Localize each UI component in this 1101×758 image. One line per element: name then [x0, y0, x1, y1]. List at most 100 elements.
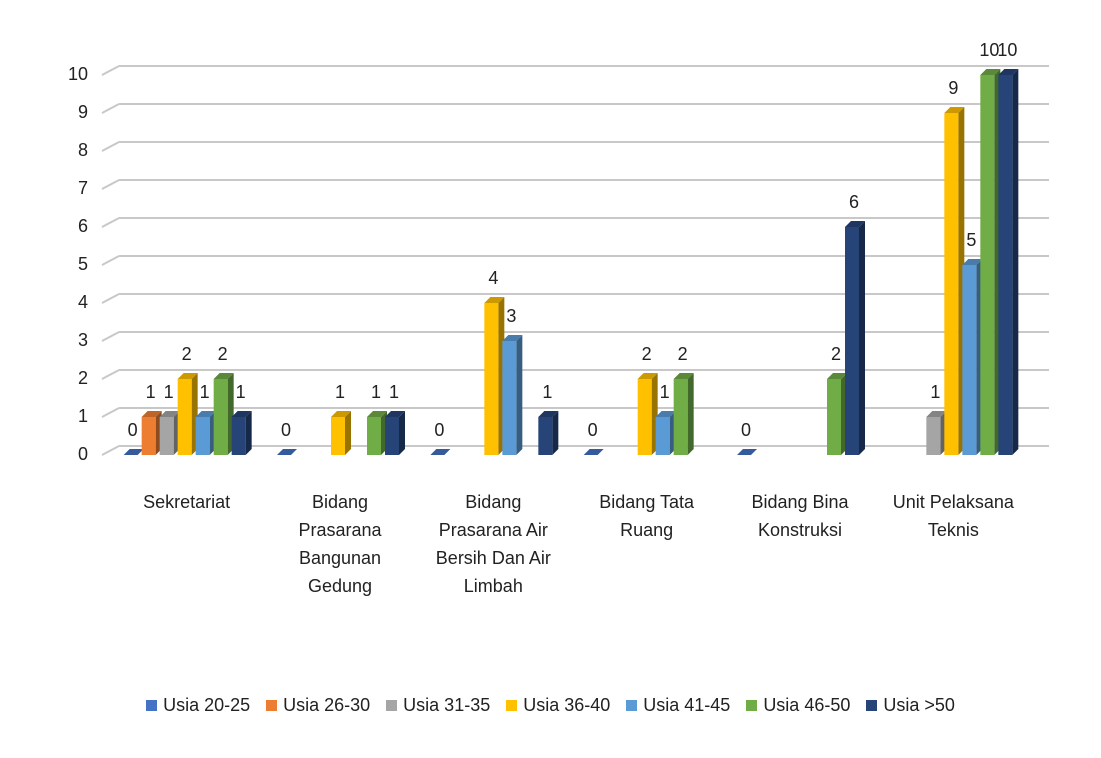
- data-label: 1: [660, 382, 670, 402]
- grid-wall: [101, 141, 120, 152]
- legend-label: Usia 36-40: [523, 695, 611, 715]
- legend-item: Usia 26-30: [266, 695, 370, 716]
- bar: [845, 227, 859, 455]
- data-label: 2: [182, 344, 192, 364]
- bar-top: [430, 449, 451, 455]
- bar-top: [737, 449, 757, 455]
- y-tick-label: 10: [68, 64, 88, 84]
- grid-wall: [101, 179, 120, 190]
- bar: [195, 417, 210, 455]
- x-tick-label: Sekretariat: [143, 492, 231, 512]
- bar-side: [516, 335, 523, 455]
- legend-swatch: [746, 700, 758, 711]
- data-label: 5: [966, 230, 976, 250]
- legend-swatch: [146, 700, 158, 711]
- legend: Usia 20-25 Usia 26-30 Usia 31-35 Usia 36-40…: [0, 695, 1101, 716]
- data-label: 2: [218, 344, 228, 364]
- legend-label: Usia 26-30: [283, 695, 371, 715]
- bar-top: [583, 449, 604, 455]
- bar-top: [277, 449, 297, 455]
- y-tick-label: 7: [78, 178, 88, 198]
- bar: [385, 417, 399, 455]
- bar-top: [484, 297, 505, 303]
- bar: [926, 417, 941, 455]
- grid-wall: [101, 331, 120, 342]
- bar-top: [141, 411, 162, 417]
- data-label: 9: [948, 78, 958, 98]
- bar-top: [502, 335, 523, 341]
- data-label: 0: [281, 420, 291, 440]
- bar-top: [944, 107, 965, 113]
- data-label: 2: [642, 344, 652, 364]
- bar-top: [926, 411, 947, 417]
- y-tick-label: 9: [78, 102, 88, 122]
- bar-top: [827, 373, 847, 379]
- bar: [980, 75, 995, 455]
- grid-wall: [101, 369, 120, 380]
- y-tick-label: 5: [78, 254, 88, 274]
- bar-side: [399, 411, 405, 455]
- legend-item: Usia >50: [866, 695, 955, 716]
- legend-item: Usia 36-40: [506, 695, 610, 716]
- bar-top: [367, 411, 387, 417]
- bar-top: [123, 449, 144, 455]
- bar: [213, 379, 228, 455]
- bar: [655, 417, 670, 455]
- data-label: 0: [741, 420, 751, 440]
- bar: [637, 379, 652, 455]
- grid-wall: [101, 255, 120, 266]
- legend-label: Usia >50: [883, 695, 955, 715]
- grid-wall: [101, 217, 120, 228]
- data-label: 1: [164, 382, 174, 402]
- y-tick-label: 0: [78, 444, 88, 464]
- x-tick-label: Unit Pelaksana Teknis: [892, 492, 1014, 540]
- grid-wall: [101, 407, 120, 418]
- legend-item: Usia 20-25: [146, 695, 250, 716]
- bar-top: [998, 69, 1019, 75]
- data-label: 10: [997, 40, 1017, 60]
- legend-swatch: [506, 700, 518, 711]
- bar-top: [637, 373, 658, 379]
- legend-swatch: [386, 700, 398, 711]
- data-label: 1: [389, 382, 399, 402]
- x-tick-label: Bidang Prasarana Air Bersih Dan Air Limb…: [435, 492, 551, 596]
- data-label: 0: [434, 420, 444, 440]
- x-tick-label: Bidang Tata Ruang: [599, 492, 695, 540]
- legend-item: Usia 41-45: [626, 695, 730, 716]
- bar-top: [213, 373, 234, 379]
- bar-top: [231, 411, 252, 417]
- bar-top: [159, 411, 180, 417]
- grid-wall: [101, 445, 120, 456]
- data-label: 0: [588, 420, 598, 440]
- bar: [331, 417, 345, 455]
- bar-top: [385, 411, 405, 417]
- bar-top: [673, 373, 694, 379]
- data-label: 3: [506, 306, 516, 326]
- bar: [998, 75, 1013, 455]
- bar: [159, 417, 174, 455]
- bar: [367, 417, 381, 455]
- bar-side: [345, 411, 351, 455]
- legend-swatch: [266, 700, 278, 711]
- bar-side: [859, 221, 865, 455]
- y-tick-label: 8: [78, 140, 88, 160]
- bar-side: [552, 411, 559, 455]
- bar-top: [655, 411, 676, 417]
- data-label: 6: [849, 192, 859, 212]
- bar: [827, 379, 841, 455]
- legend-label: Usia 41-45: [643, 695, 731, 715]
- bar-top: [962, 259, 983, 265]
- data-label: 1: [146, 382, 156, 402]
- bar-side: [687, 373, 694, 455]
- x-tick-label: Bidang Bina Konstruksi: [751, 492, 849, 540]
- bar: [944, 113, 959, 455]
- data-label: 1: [542, 382, 552, 402]
- bar: [141, 417, 156, 455]
- data-label: 0: [128, 420, 138, 440]
- grid-wall: [101, 293, 120, 304]
- data-label: 1: [236, 382, 246, 402]
- legend-swatch: [866, 700, 878, 711]
- bar: [502, 341, 517, 455]
- y-tick-label: 3: [78, 330, 88, 350]
